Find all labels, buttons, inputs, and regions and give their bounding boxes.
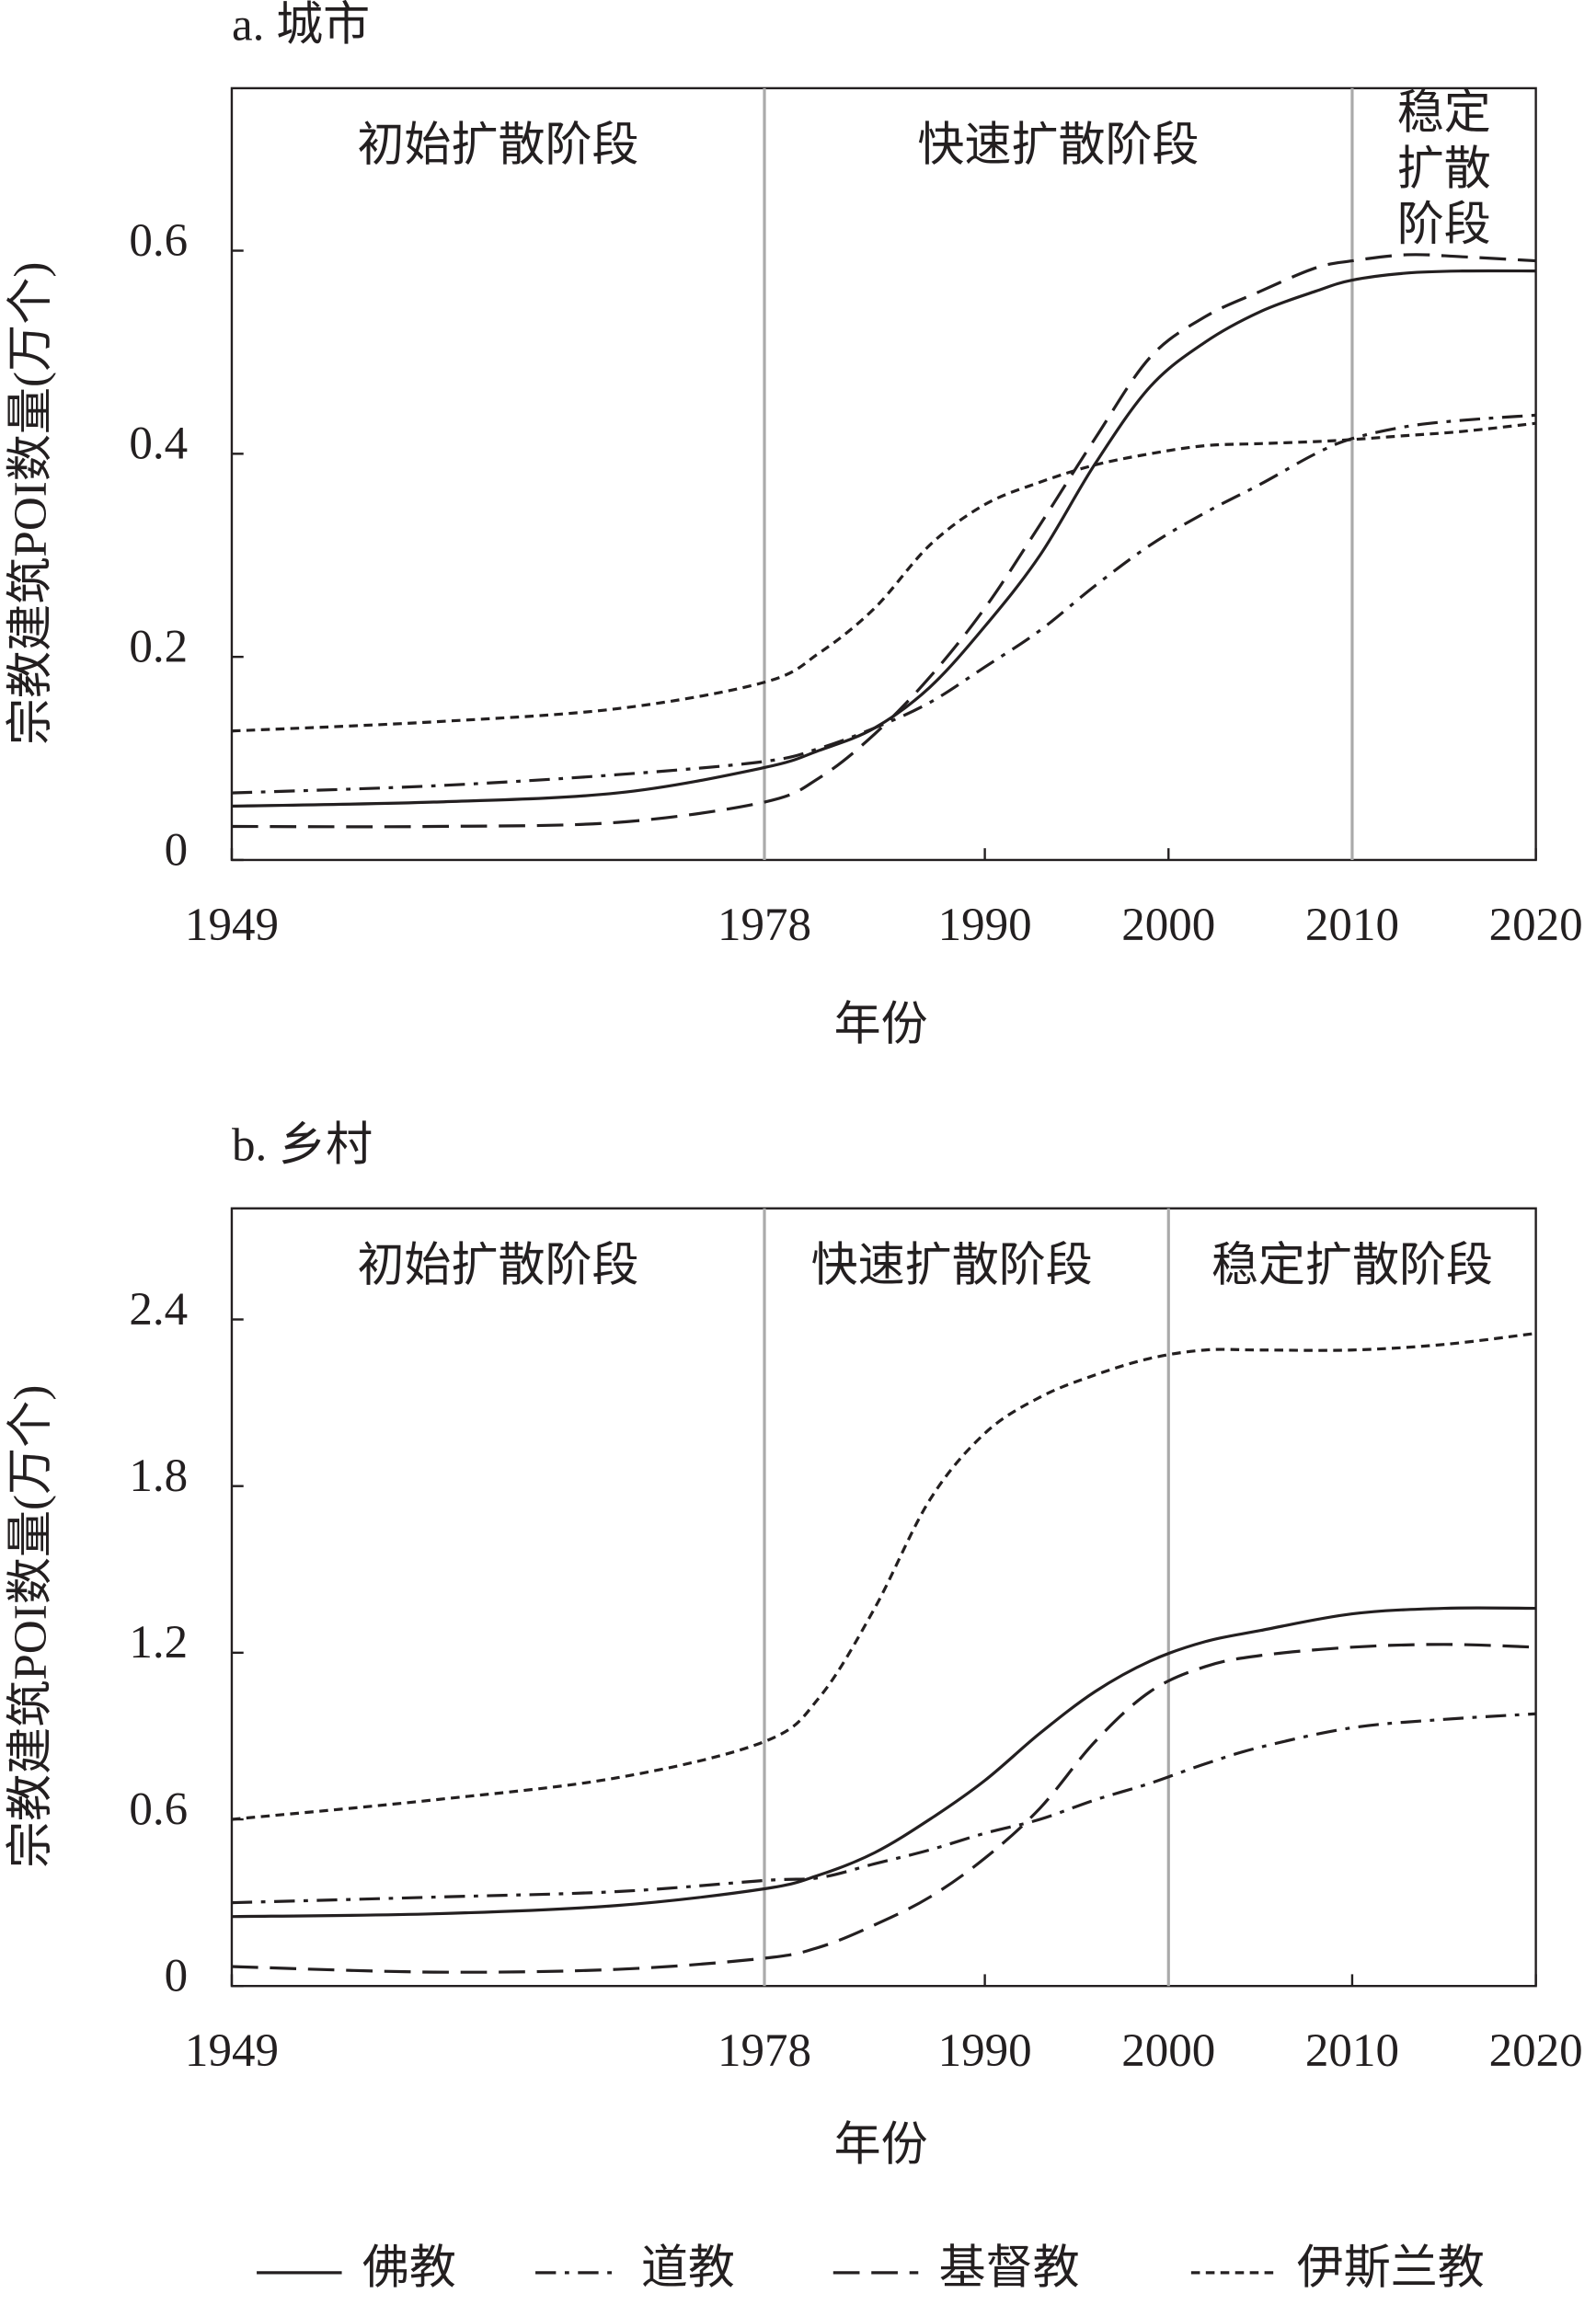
chart-title: b. 乡村 bbox=[232, 1118, 373, 1171]
y-tick-label: 1.8 bbox=[129, 1450, 188, 1502]
y-axis-label: 宗教建筑POI数量(万个) bbox=[5, 262, 57, 746]
x-tick-label: 2010 bbox=[1305, 899, 1399, 951]
phase-label: 快速扩散阶段 bbox=[917, 120, 1199, 172]
x-axis-label: 年份 bbox=[834, 998, 928, 1050]
y-tick-label: 2.4 bbox=[129, 1283, 188, 1336]
phase-label: 扩散 bbox=[1397, 143, 1491, 195]
x-tick-label: 1978 bbox=[718, 899, 811, 951]
plot-frame bbox=[230, 86, 1537, 862]
x-tick-label: 2020 bbox=[1489, 2024, 1583, 2077]
y-tick-label: 0 bbox=[165, 1949, 189, 2001]
chart-title: a. 城市 bbox=[232, 0, 370, 52]
x-tick-label: 2000 bbox=[1121, 2024, 1215, 2077]
legend-label: 伊斯兰教 bbox=[1297, 2242, 1485, 2295]
series-line bbox=[231, 269, 1536, 808]
series-line bbox=[231, 1712, 1536, 1905]
series-line bbox=[231, 413, 1536, 795]
series-line bbox=[231, 1606, 1536, 1919]
phase-label: 初始扩散阶段 bbox=[357, 120, 638, 172]
phase-label: 初始扩散阶段 bbox=[357, 1240, 638, 1292]
x-axis-label: 年份 bbox=[834, 2118, 928, 2171]
y-tick-label: 0 bbox=[165, 823, 189, 876]
plot-frame bbox=[230, 1207, 1537, 1988]
y-tick-label: 1.2 bbox=[129, 1616, 188, 1669]
series-line bbox=[231, 253, 1536, 829]
y-axis-label: 宗教建筑POI数量(万个) bbox=[5, 1385, 57, 1869]
x-tick-label: 1949 bbox=[185, 899, 279, 951]
series-line bbox=[231, 1643, 1536, 1974]
x-tick-label: 1978 bbox=[718, 2024, 811, 2077]
x-tick-label: 1949 bbox=[185, 2024, 279, 2077]
x-tick-label: 2000 bbox=[1121, 899, 1215, 951]
legend-label: 道教 bbox=[641, 2242, 735, 2295]
x-tick-label: 2020 bbox=[1489, 899, 1583, 951]
legend-label: 佛教 bbox=[362, 2242, 456, 2295]
y-tick-label: 0.6 bbox=[129, 214, 188, 267]
x-tick-label: 1990 bbox=[938, 899, 1032, 951]
phase-label: 阶段 bbox=[1397, 199, 1491, 251]
phase-label: 快速扩散阶段 bbox=[811, 1240, 1093, 1292]
series-line bbox=[231, 1332, 1536, 1821]
phase-label: 稳定 bbox=[1397, 87, 1491, 140]
y-tick-label: 0.2 bbox=[129, 620, 188, 672]
y-tick-label: 0.6 bbox=[129, 1783, 188, 1835]
x-tick-label: 1990 bbox=[938, 2024, 1032, 2077]
y-tick-label: 0.4 bbox=[129, 418, 188, 470]
series-line bbox=[231, 421, 1536, 733]
phase-label: 稳定扩散阶段 bbox=[1211, 1240, 1493, 1292]
legend-label: 基督教 bbox=[939, 2242, 1080, 2295]
x-tick-label: 2010 bbox=[1305, 2024, 1399, 2077]
